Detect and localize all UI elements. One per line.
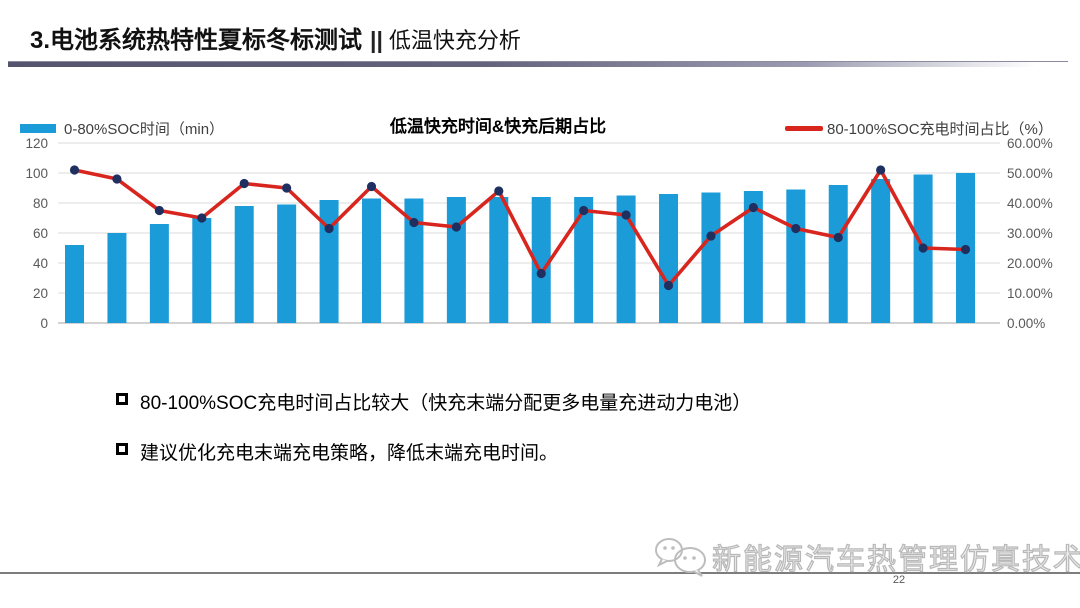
svg-text:60.00%: 60.00% <box>1007 136 1053 151</box>
svg-text:80: 80 <box>33 196 48 211</box>
chart-title: 低温快充时间&快充后期占比 <box>389 117 607 136</box>
bullet-item: 建议优化充电末端充电策略，降低末端充电时间。 <box>116 438 558 465</box>
bar-legend-swatch-icon <box>20 124 56 133</box>
legend-bar-series: 0-80%SOC时间（min） <box>20 118 224 139</box>
svg-text:0: 0 <box>40 316 48 331</box>
svg-text:100: 100 <box>25 166 48 181</box>
footer-divider <box>0 572 1080 574</box>
svg-text:0.00%: 0.00% <box>1007 316 1045 331</box>
legend-line-series: 80-100%SOC充电时间占比（%） <box>785 118 1053 139</box>
page-title: 3.电池系统热特性夏标冬标测试 || 低温快充分析 <box>30 20 521 55</box>
svg-text:120: 120 <box>25 136 48 151</box>
bar-legend-label: 0-80%SOC时间（min） <box>64 121 225 138</box>
bullet-text: 建议优化充电末端充电策略，降低末端充电时间。 <box>140 443 559 464</box>
svg-text:50.00%: 50.00% <box>1007 166 1053 181</box>
title-underline <box>8 61 1068 67</box>
svg-text:30.00%: 30.00% <box>1007 226 1053 241</box>
svg-text:60: 60 <box>33 226 48 241</box>
square-bullet-icon <box>116 443 128 455</box>
line-legend-label: 80-100%SOC充电时间占比（%） <box>827 121 1053 138</box>
square-bullet-icon <box>116 393 128 405</box>
watermark-text: 新能源汽车热管理仿真技术 <box>711 543 1080 576</box>
svg-text:20.00%: 20.00% <box>1007 256 1053 271</box>
svg-text:40.00%: 40.00% <box>1007 196 1053 211</box>
page-title-main: 3.电池系统热特性夏标冬标测试 <box>30 27 363 54</box>
svg-text:40: 40 <box>33 256 48 271</box>
line-legend-swatch-icon <box>785 126 823 131</box>
wechat-logo-icon <box>655 538 706 577</box>
bullet-text: 80-100%SOC充电时间占比较大（快充末端分配更多电量充进动力电池） <box>140 393 752 414</box>
title-separator: || <box>370 27 383 53</box>
svg-text:20: 20 <box>33 286 48 301</box>
page-title-sub: 低温快充分析 <box>388 28 521 53</box>
svg-text:10.00%: 10.00% <box>1007 286 1053 301</box>
bullet-item: 80-100%SOC充电时间占比较大（快充末端分配更多电量充进动力电池） <box>116 388 751 415</box>
page-number: 22 <box>892 574 906 586</box>
